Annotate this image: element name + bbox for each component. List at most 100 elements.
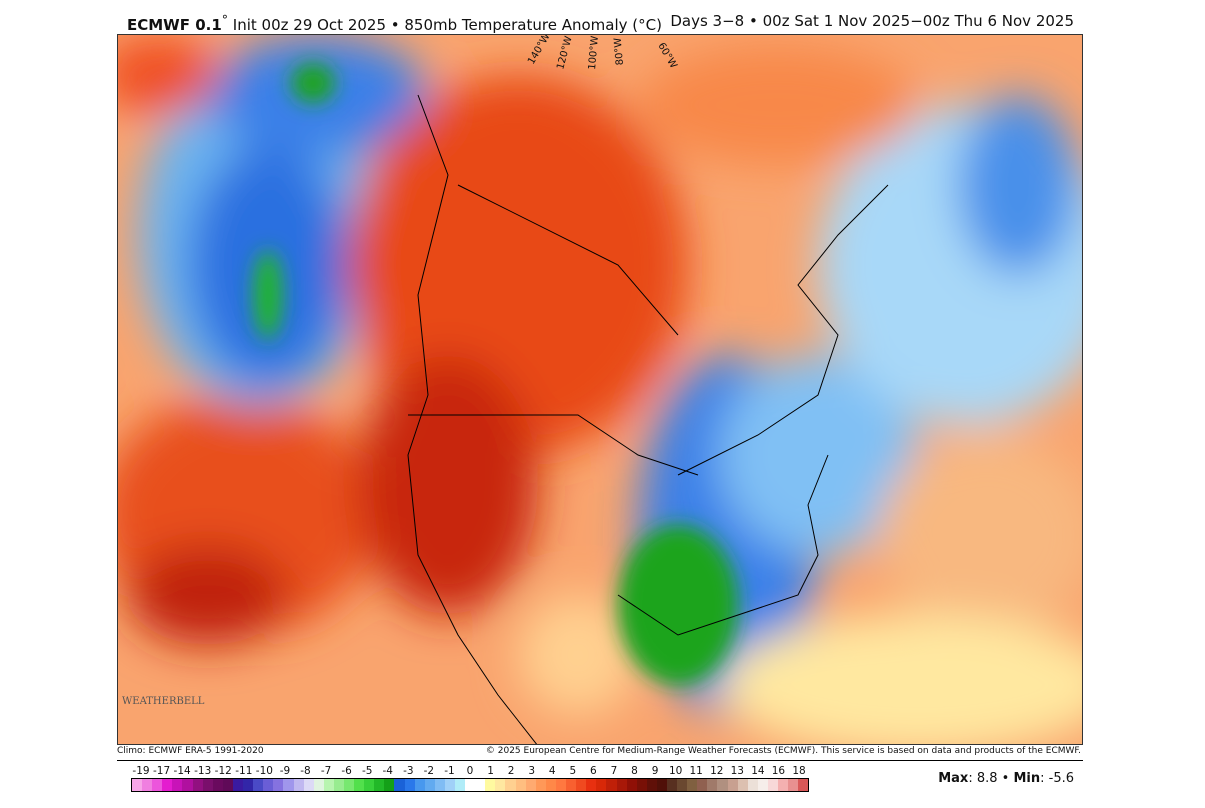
- colorbar-swatch: [505, 779, 516, 791]
- copyright-note: © 2025 European Centre for Medium-Range …: [485, 746, 1081, 756]
- colorbar-label: -6: [341, 765, 352, 777]
- map-canvas: 140°W 120°W 100°W 80°W 60°W: [118, 35, 1082, 744]
- model-name: ECMWF 0.1: [127, 16, 222, 34]
- colorbar-swatch: [424, 779, 435, 791]
- colorbar-label: -4: [382, 765, 393, 777]
- colorbar-swatch: [455, 779, 466, 791]
- colorbar-swatch: [767, 779, 778, 791]
- colorbar-swatch: [192, 779, 203, 791]
- colorbar-label: -5: [361, 765, 373, 777]
- colorbar-label: 18: [792, 765, 806, 777]
- colorbar-label: -11: [235, 765, 253, 777]
- colorbar-label: 8: [631, 765, 638, 777]
- colorbar-swatch: [475, 779, 486, 791]
- colorbar-label: 10: [668, 765, 683, 777]
- colorbar-swatch: [333, 779, 344, 791]
- max-label: Max: [938, 771, 969, 786]
- colorbar-swatch: [545, 779, 556, 791]
- colorbar-swatch: [202, 779, 213, 791]
- colorbar-swatch: [566, 779, 577, 791]
- colorbar-swatch: [273, 779, 284, 791]
- colorbar-label: 5: [569, 765, 577, 777]
- colorbar-label: 12: [710, 765, 724, 777]
- colorbar-swatch: [313, 779, 324, 791]
- colorbar-swatch: [616, 779, 627, 791]
- colorbar-swatch: [162, 779, 173, 791]
- colorbar-swatch: [788, 779, 799, 791]
- colorbar-swatch: [404, 779, 415, 791]
- max-min-readout: Max: 8.8 • Min: -5.6: [938, 771, 1074, 786]
- colorbar-swatch: [677, 779, 688, 791]
- colorbar-swatch: [737, 779, 748, 791]
- colorbar-label: 4: [548, 765, 556, 777]
- colorbar-swatch: [132, 779, 143, 791]
- colorbar-label: 13: [730, 765, 744, 777]
- colorbar-swatch: [283, 779, 294, 791]
- colorbar-swatch: [757, 779, 768, 791]
- colorbar-swatch: [323, 779, 334, 791]
- colorbar-swatch: [586, 779, 597, 791]
- colorbar-swatch: [465, 779, 476, 791]
- logo-text: WEATHERBELL: [122, 696, 205, 707]
- divider: [117, 760, 1083, 761]
- colorbar-swatch: [747, 779, 758, 791]
- colorbar: [131, 778, 809, 792]
- colorbar-label: -1: [444, 765, 455, 777]
- colorbar-swatch: [626, 779, 637, 791]
- colorbar-swatch: [182, 779, 193, 791]
- colorbar-swatch: [707, 779, 718, 791]
- coastlines: [407, 94, 889, 744]
- colorbar-swatch: [142, 779, 153, 791]
- colorbar-label: 0: [466, 765, 474, 777]
- colorbar-swatch: [354, 779, 365, 791]
- colorbar-swatch: [485, 779, 496, 791]
- colorbar-swatch: [717, 779, 728, 791]
- degree-mark: °: [221, 12, 229, 27]
- colorbar-swatch: [515, 779, 526, 791]
- colorbar-swatch: [364, 779, 375, 791]
- colorbar-swatch: [232, 779, 244, 791]
- colorbar-swatch: [222, 779, 233, 791]
- colorbar-swatch: [576, 779, 587, 791]
- colorbar-swatch: [263, 779, 274, 791]
- colorbar-label: 16: [771, 765, 786, 777]
- colorbar-label: 14: [751, 765, 765, 777]
- colorbar-swatch: [253, 779, 264, 791]
- colorbar-swatch: [646, 779, 657, 791]
- colorbar-swatch: [343, 779, 355, 791]
- colorbar-swatch: [525, 779, 536, 791]
- colorbar-swatch: [384, 779, 395, 791]
- colorbar-label: -13: [194, 765, 212, 777]
- meridian-label: 80°W: [613, 37, 626, 66]
- colorbar-label: 11: [689, 765, 703, 777]
- colorbar-label: -19: [132, 765, 150, 777]
- colorbar-swatch: [212, 779, 223, 791]
- colorbar-label: -12: [214, 765, 232, 777]
- colorbar-label: -9: [279, 765, 291, 777]
- colorbar-swatch: [606, 779, 617, 791]
- meridian-label: 100°W: [587, 35, 601, 70]
- colorbar-swatch: [394, 779, 405, 791]
- colorbar-swatch: [152, 779, 163, 791]
- map-title: ECMWF 0.1° Init 00z 29 Oct 2025 • 850mb …: [127, 12, 662, 34]
- weatherbell-logo: WEATHERBELL: [122, 696, 204, 707]
- colorbar-label: 3: [528, 765, 536, 777]
- min-label: Min: [1013, 771, 1041, 786]
- colorbar-label: -14: [173, 765, 191, 777]
- max-value: 8.8: [976, 771, 998, 786]
- colorbar-swatch: [666, 779, 678, 791]
- colorbar-swatch: [555, 779, 567, 791]
- colorbar-swatch: [495, 779, 506, 791]
- colorbar-swatch: [535, 779, 546, 791]
- colorbar-label: 6: [590, 765, 597, 777]
- colorbar-swatch: [303, 779, 314, 791]
- colorbar-label: -2: [423, 765, 435, 777]
- colorbar-swatch: [656, 779, 667, 791]
- colorbar-swatch: [636, 779, 647, 791]
- colorbar-swatch: [778, 779, 789, 791]
- colorbar-label: -8: [300, 765, 311, 777]
- colorbar-label: 1: [487, 765, 494, 777]
- anomaly-map[interactable]: 140°W 120°W 100°W 80°W 60°W: [117, 34, 1083, 745]
- colorbar-swatch: [293, 779, 304, 791]
- colorbar-swatch: [798, 779, 809, 791]
